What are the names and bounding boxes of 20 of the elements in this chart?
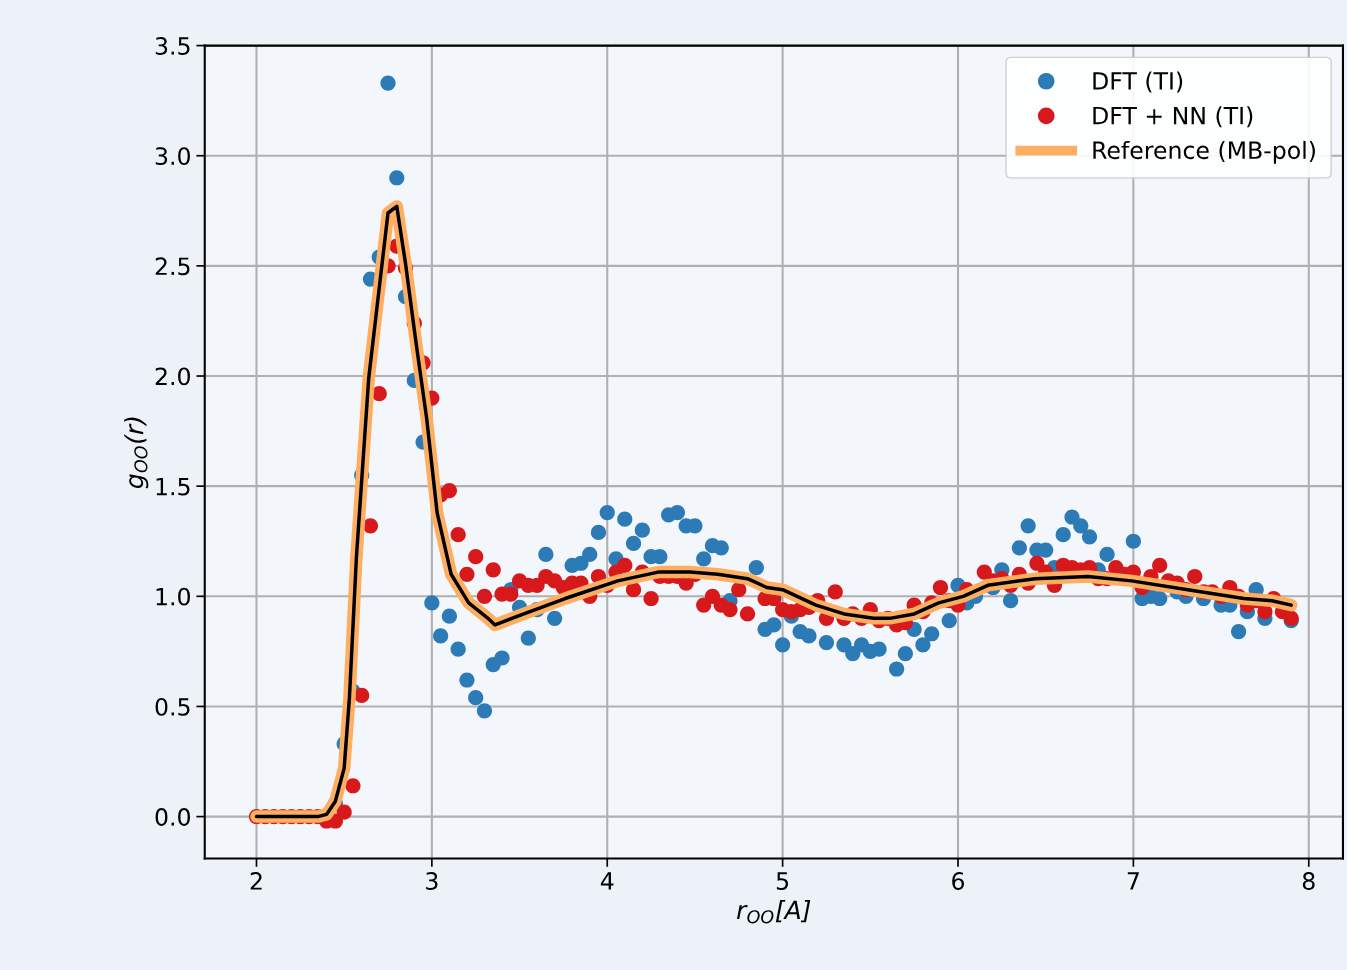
y-tick-label: 1.5 xyxy=(156,477,190,496)
x-tick-label: 7 xyxy=(1127,872,1139,890)
x-tick-label: 4 xyxy=(600,872,614,890)
y-tick-label: 3.0 xyxy=(155,147,190,166)
x-tick-label: 3 xyxy=(426,872,438,890)
x-axis-title: r$_{OO}$[A] xyxy=(736,900,811,924)
legend-label: DFT + NN (TI) xyxy=(1093,106,1253,128)
x-tick-label: 8 xyxy=(1302,872,1315,890)
y-tick-label: 0.0 xyxy=(155,808,190,826)
x-tick-label: 5 xyxy=(776,872,789,890)
y-tick-label: 3.5 xyxy=(155,37,190,55)
y-tick-label: 1.0 xyxy=(156,587,190,606)
x-tick-label: 6 xyxy=(952,872,965,890)
x-tick-label: 2 xyxy=(250,872,262,890)
legend-label: Reference (MB-pol) xyxy=(1093,140,1315,164)
y-tick-label: 2.0 xyxy=(155,367,190,386)
y-axis-title: g$_{OO}$(r) xyxy=(124,417,149,489)
y-tick-label: 0.5 xyxy=(155,697,190,716)
legend-label: DFT (TI) xyxy=(1093,71,1183,93)
y-tick-label: 2.5 xyxy=(155,257,190,276)
